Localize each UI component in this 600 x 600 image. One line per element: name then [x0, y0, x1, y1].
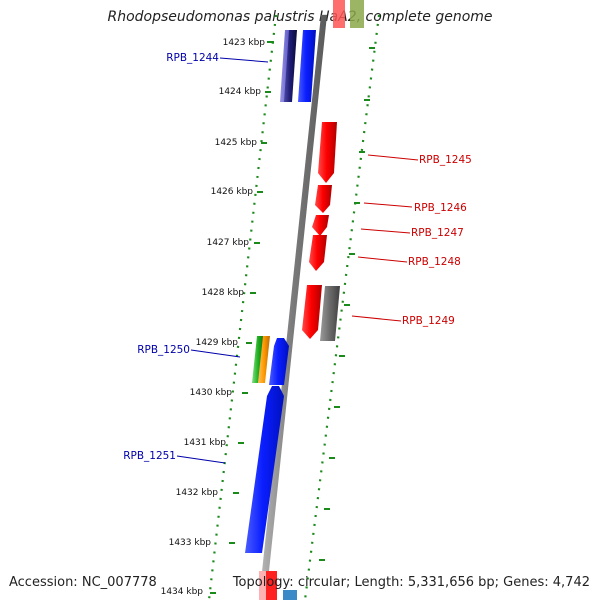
- gene-rpb1249-gray: [320, 286, 340, 341]
- gene-label-rpb1249[interactable]: RPB_1249: [402, 315, 455, 327]
- gene-rpb1245: [318, 122, 337, 183]
- accession-value: NC_007778: [81, 575, 157, 590]
- gene-block-bottom-blue: [283, 590, 297, 600]
- tick-label: 1424 kbp: [219, 87, 262, 97]
- tick-label: 1431 kbp: [184, 438, 227, 448]
- gene-rpb1250-orange: [258, 336, 270, 383]
- genome-backbone: [259, 15, 327, 600]
- tick-label: 1426 kbp: [211, 187, 254, 197]
- gene-rpb1249-red: [302, 285, 322, 339]
- gene-block-top-green: [350, 0, 364, 28]
- tick-label: 1423 kbp: [223, 38, 266, 48]
- gene-rpb1248: [309, 235, 327, 271]
- tick-labels: 1423 kbp 1424 kbp 1425 kbp 1426 kbp 1427…: [161, 38, 266, 597]
- tick-label: 1432 kbp: [176, 488, 219, 498]
- gene-label-rpb1251[interactable]: RPB_1251: [123, 450, 176, 462]
- accession-label: Accession:: [9, 575, 78, 590]
- tick-label: 1430 kbp: [190, 388, 233, 398]
- length-value: 5,331,656 bp: [407, 575, 495, 590]
- tick-label: 1425 kbp: [215, 138, 258, 148]
- gene-label-rpb1245[interactable]: RPB_1245: [419, 154, 472, 166]
- gene-block-bottom-pink: [259, 571, 268, 600]
- genome-summary: Topology: circular; Length: 5,331,656 bp…: [232, 575, 590, 590]
- reverse-leader-lines: [351, 154, 419, 322]
- tick-label: 1433 kbp: [169, 538, 212, 548]
- topology-value: circular: [297, 575, 346, 590]
- gene-block-bottom-red: [266, 571, 277, 600]
- gene-rpb1244-dark: [284, 30, 297, 102]
- gene-rpb1250-green: [252, 336, 264, 383]
- gene-rpb1244-blue: [298, 30, 316, 102]
- forward-leader-lines: [176, 57, 269, 464]
- gene-rpb1247: [312, 215, 329, 236]
- topology-label: Topology:: [232, 575, 294, 590]
- gene-rpb1250-blue: [269, 338, 289, 385]
- gene-label-rpb1248[interactable]: RPB_1248: [408, 256, 461, 268]
- gene-label-rpb1244[interactable]: RPB_1244: [166, 52, 219, 64]
- forward-gene-labels: RPB_1244 RPB_1250 RPB_1251: [123, 52, 219, 462]
- tick-label: 1427 kbp: [207, 238, 250, 248]
- genes-value: 4,742: [552, 575, 590, 590]
- gene-label-rpb1246[interactable]: RPB_1246: [414, 202, 467, 214]
- map-title: Rhodopseudomonas palustris HaA2, complet…: [107, 9, 493, 25]
- tick-label: 1429 kbp: [196, 338, 239, 348]
- tick-marks: [210, 41, 375, 594]
- gene-block-top-red: [333, 0, 345, 28]
- gene-rpb1251: [245, 386, 284, 553]
- length-label: Length:: [354, 575, 404, 590]
- gene-label-rpb1250[interactable]: RPB_1250: [137, 344, 190, 356]
- tick-label: 1434 kbp: [161, 587, 204, 597]
- genes-label: Genes:: [503, 575, 549, 590]
- reverse-gene-labels: RPB_1245 RPB_1246 RPB_1247 RPB_1248 RPB_…: [402, 154, 472, 327]
- gene-rpb1246: [315, 185, 332, 213]
- gene-label-rpb1247[interactable]: RPB_1247: [411, 227, 464, 239]
- tick-label: 1428 kbp: [202, 288, 245, 298]
- accession-info: Accession: NC_007778: [9, 575, 157, 590]
